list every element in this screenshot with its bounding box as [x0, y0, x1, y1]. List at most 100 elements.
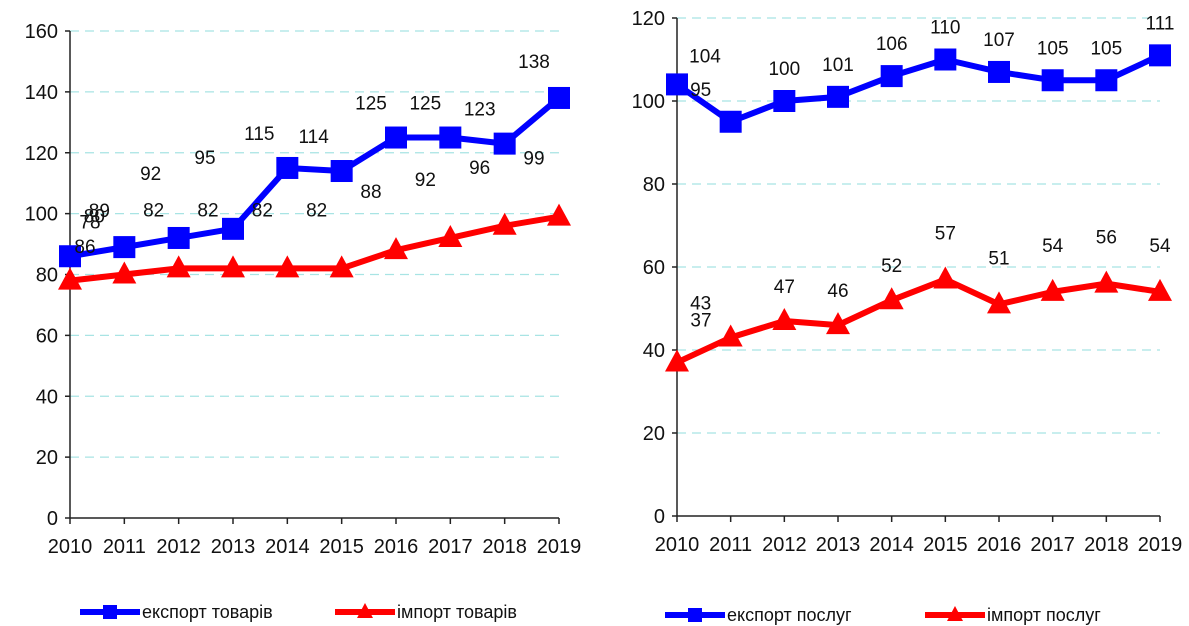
- data-label: 100: [768, 59, 800, 80]
- x-tick-label: 2011: [103, 536, 146, 558]
- y-tick-label: 40: [643, 340, 665, 362]
- data-point: [492, 212, 517, 235]
- series-line: [69, 95, 561, 260]
- x-tick-label: 2018: [1084, 534, 1129, 556]
- data-point: [1094, 270, 1119, 293]
- data-label: 105: [1090, 38, 1122, 59]
- y-tick-label: 100: [25, 204, 58, 226]
- data-label: 89: [89, 201, 110, 222]
- data-point: [439, 126, 462, 149]
- series-line: [675, 52, 1162, 125]
- data-point: [773, 90, 796, 112]
- data-point: [719, 110, 742, 133]
- data-label: 95: [690, 80, 711, 101]
- data-label: 82: [143, 200, 164, 221]
- legend-marker: [688, 608, 702, 622]
- data-label: 78: [79, 213, 100, 234]
- data-label: 125: [409, 94, 441, 115]
- data-point: [329, 255, 354, 278]
- legend-marker: [947, 606, 963, 621]
- data-point: [59, 245, 81, 268]
- data-label: 54: [1149, 236, 1171, 257]
- data-label: 82: [197, 200, 218, 221]
- data-point: [548, 86, 570, 109]
- data-point: [826, 312, 850, 335]
- data-point: [988, 60, 1010, 83]
- legend-entry: експорт послуг: [665, 605, 852, 625]
- data-label: 123: [464, 100, 496, 121]
- y-tick-label: 0: [47, 508, 58, 530]
- data-point: [330, 160, 353, 183]
- data-label: 47: [774, 277, 795, 298]
- data-point: [493, 132, 516, 155]
- y-tick-label: 0: [654, 506, 665, 528]
- data-label: 92: [140, 164, 161, 185]
- data-point: [547, 203, 571, 226]
- x-tick-label: 2010: [655, 534, 700, 556]
- data-label: 80: [84, 207, 105, 228]
- data-point: [880, 65, 903, 88]
- data-label: 46: [827, 281, 848, 302]
- x-tick-label: 2017: [1030, 534, 1075, 556]
- data-point: [987, 291, 1011, 314]
- data-point: [718, 324, 743, 347]
- data-point: [167, 226, 190, 249]
- x-tick-label: 2015: [923, 534, 968, 556]
- y-tick-label: 120: [632, 8, 665, 30]
- y-tick-label: 60: [643, 257, 665, 279]
- data-point: [112, 261, 137, 284]
- y-tick-label: 160: [25, 21, 58, 43]
- data-point: [934, 48, 957, 71]
- data-point: [221, 255, 245, 278]
- x-tick-label: 2013: [816, 534, 861, 556]
- data-point: [438, 224, 463, 247]
- legend-label: імпорт послуг: [987, 605, 1101, 625]
- data-label: 88: [360, 182, 381, 203]
- data-label: 96: [469, 158, 490, 179]
- x-tick-label: 2016: [374, 536, 419, 558]
- data-label: 95: [194, 148, 215, 169]
- x-tick-label: 2019: [1138, 534, 1183, 556]
- data-label: 43: [690, 294, 711, 315]
- y-tick-label: 140: [25, 82, 58, 104]
- data-point: [275, 255, 300, 278]
- data-point: [827, 85, 849, 108]
- chart-1: 0 20 40 60 80 100 120 140 160 2010 2011 2012 2013 201…: [25, 21, 582, 622]
- data-point: [1148, 278, 1172, 301]
- x-tick-label: 2018: [482, 536, 527, 558]
- data-label: 125: [355, 94, 387, 115]
- data-label: 111: [1146, 13, 1175, 34]
- data-point: [166, 255, 191, 278]
- data-label: 114: [299, 127, 330, 148]
- data-label: 99: [523, 149, 544, 170]
- y-tick-label: 20: [36, 447, 58, 469]
- data-label: 56: [1096, 228, 1117, 249]
- data-point: [1040, 278, 1065, 301]
- data-label: 57: [935, 223, 956, 244]
- y-tick-label: 120: [25, 143, 58, 165]
- y-tick-label: 80: [643, 174, 665, 196]
- data-point: [276, 156, 299, 179]
- y-tick-label: 80: [36, 265, 58, 287]
- legend-label: експорт товарів: [142, 602, 273, 622]
- x-tick-label: 2019: [537, 536, 582, 558]
- x-tick-label: 2014: [869, 534, 914, 556]
- x-tick-label: 2012: [762, 534, 807, 556]
- data-label: 52: [881, 256, 902, 277]
- data-label: 86: [74, 237, 95, 258]
- data-label: 82: [306, 200, 327, 221]
- x-tick-label: 2017: [428, 536, 473, 558]
- x-tick-label: 2011: [709, 534, 752, 556]
- x-tick-label: 2016: [977, 534, 1022, 556]
- data-point: [222, 217, 244, 240]
- data-label: 92: [415, 170, 436, 191]
- y-tick-label: 100: [632, 91, 665, 113]
- data-label: 115: [244, 124, 274, 145]
- y-tick-label: 40: [36, 386, 58, 408]
- data-point: [666, 73, 688, 96]
- x-tick-label: 2010: [48, 536, 93, 558]
- data-point: [113, 236, 136, 259]
- x-tick-label: 2015: [319, 536, 364, 558]
- data-point: [772, 307, 797, 330]
